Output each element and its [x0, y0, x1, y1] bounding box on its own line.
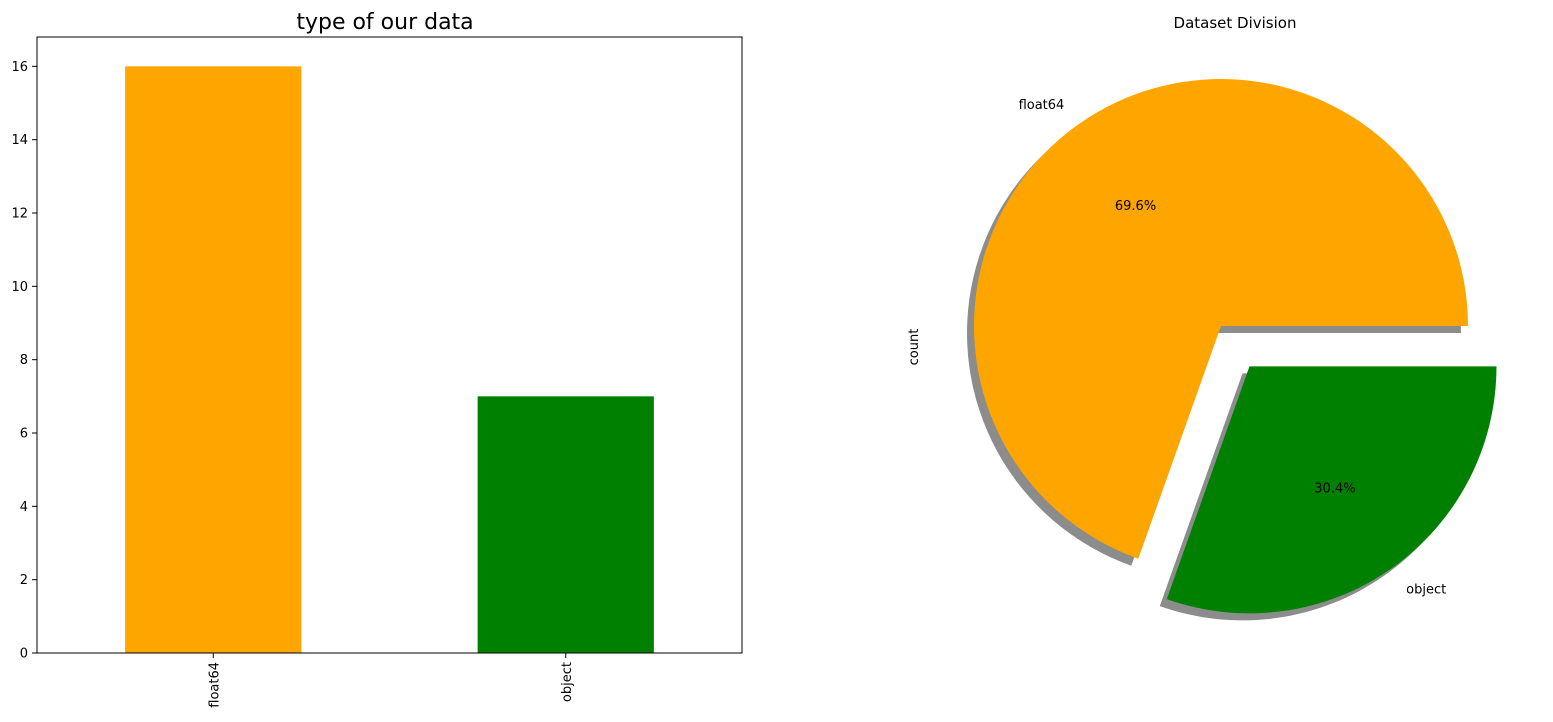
pie-percent-float64: 69.6% [1115, 199, 1156, 214]
pie-chart: Dataset Division count float64 69.6% objec… [907, 14, 1497, 621]
pie-label-float64: float64 [1019, 98, 1065, 113]
pie-slice-object [1166, 366, 1497, 614]
bar-chart: type of our data 0 2 4 6 8 10 12 14 16 float64 ob… [11, 10, 743, 708]
bar-marks [125, 66, 654, 654]
x-tick-label: float64 [207, 662, 222, 708]
pie-label-object: object [1406, 582, 1446, 597]
pie-chart-ylabel: count [907, 329, 922, 366]
y-tick-label: 16 [11, 60, 28, 75]
pie-slices [973, 79, 1497, 614]
pie-slice-float64 [973, 79, 1468, 559]
bar-object [477, 396, 654, 653]
bar-y-axis: 0 2 4 6 8 10 12 14 16 [11, 60, 37, 662]
y-tick-label: 2 [20, 573, 28, 588]
y-tick-label: 0 [20, 647, 28, 662]
bar-plot-frame [36, 36, 743, 654]
y-tick-label: 10 [11, 280, 28, 295]
bar-x-axis: float64 object [207, 653, 575, 708]
bar-float64 [125, 66, 302, 654]
y-tick-label: 6 [20, 427, 28, 442]
x-tick-label: object [560, 662, 575, 702]
y-tick-label: 12 [11, 207, 28, 222]
y-tick-label: 14 [11, 133, 28, 148]
y-tick-label: 4 [20, 500, 28, 515]
y-tick-label: 8 [20, 353, 28, 368]
pie-chart-title: Dataset Division [1174, 14, 1297, 32]
bar-chart-title: type of our data [296, 10, 473, 35]
pie-labels: float64 69.6% object 30.4% [1019, 98, 1447, 597]
pie-percent-object: 30.4% [1314, 481, 1355, 496]
